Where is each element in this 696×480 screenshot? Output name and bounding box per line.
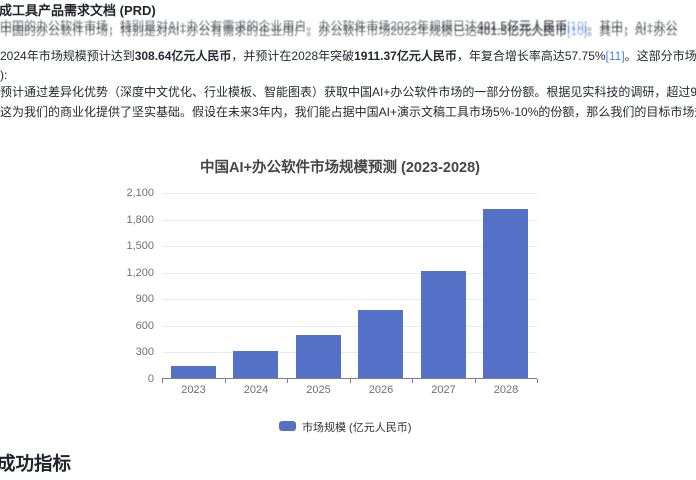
blurred-text-lower: 中国的办公软件市场，特别是对AI+办公有需求的企业用户。办公软件市场2022年规…	[0, 22, 677, 39]
citation-link-11[interactable]: [11]	[605, 49, 625, 63]
gridline	[162, 246, 537, 248]
gridline	[162, 299, 537, 301]
citation-link-10[interactable]: [10]	[567, 24, 588, 38]
x-axis-tick	[412, 379, 413, 383]
legend-label: 市场规模 (亿元人民币)	[302, 422, 412, 434]
paragraph-text: ，并预计在2028年突破	[231, 49, 355, 63]
x-axis-label: 2028	[493, 384, 519, 396]
truncated-line: ):	[0, 68, 8, 82]
paragraph-text: ，年复合增长率高达57.75%	[456, 49, 606, 63]
bar-2023[interactable]	[170, 365, 216, 378]
paragraph-text: 。这部分市场是我们的核心目标	[624, 49, 696, 63]
chart-title: 中国AI+办公软件市场规模预测 (2023-2028)	[200, 160, 480, 176]
x-axis-label: 2026	[368, 384, 394, 396]
target-market-paragraph: 这为我们的商业化提供了坚实基础。假设在未来3年内，我们能占据中国AI+演示文稿工…	[0, 105, 696, 119]
y-axis-label: 300	[135, 346, 154, 359]
x-axis-tick	[474, 379, 476, 383]
x-axis-label: 2023	[181, 384, 206, 396]
bold-text: 1911.37亿元人民币	[354, 49, 457, 63]
y-axis-label: 1,500	[126, 240, 154, 253]
bar-2025[interactable]	[295, 334, 341, 378]
y-axis-label: 900	[135, 293, 154, 306]
gridline	[162, 352, 537, 354]
x-axis-tick	[224, 379, 226, 383]
y-axis-label: 2,100	[126, 187, 154, 199]
bar-2028[interactable]	[483, 208, 529, 378]
y-axis-label: 1,200	[126, 266, 154, 279]
citation-link-10[interactable]: [10]	[567, 19, 588, 33]
chart-plot	[162, 193, 538, 383]
y-axis-label: 0	[147, 373, 154, 385]
bold-text: 308.64亿元人民币	[134, 49, 232, 63]
x-axis-tick	[287, 379, 288, 383]
bar-2024[interactable]	[233, 350, 279, 378]
strategy-paragraph: 预计通过差异化优势（深度中文优化、行业模板、智能图表）获取中国AI+办公软件市场…	[0, 85, 696, 99]
gridline	[162, 219, 537, 221]
x-axis-label: 2024	[243, 384, 269, 396]
bold-text: 401.5亿元人民币	[477, 19, 568, 33]
bold-text: 401.5亿元人民币	[477, 24, 568, 38]
x-axis-label: 2025	[306, 384, 331, 396]
x-axis-line	[162, 378, 537, 379]
legend-marker-icon	[279, 421, 296, 431]
paragraph-text: 中国的办公软件市场，特别是对AI+办公有需求的企业用户。办公软件市场2022年规…	[0, 24, 478, 38]
x-axis-label: 2027	[431, 384, 456, 396]
paragraph-text: 2024年市场规模预计达到	[0, 49, 135, 63]
y-axis-label: 1,800	[126, 213, 154, 226]
x-axis-tick	[537, 379, 538, 383]
market-forecast-chart: 中国AI+办公软件市场规模预测 (2023-2028) 市场规模 (亿元人民币)…	[0, 150, 696, 446]
gridline	[162, 272, 537, 274]
paragraph-text: 。其中，AI+办公	[587, 19, 678, 33]
blurred-paragraph: 中国的办公软件市场，特别是对AI+办公有需求的企业用户。办公软件市场2022年规…	[0, 19, 696, 41]
document-title: 成工具产品需求文档 (PRD)	[0, 3, 156, 18]
section-heading: 成功指标	[0, 453, 72, 474]
bar-2027[interactable]	[420, 270, 466, 378]
paragraph-text: 。其中，AI+办公	[587, 24, 678, 38]
paragraph-text: 这为我们的商业化提供了坚实基础。假设在未来3年内，我们能占据中国AI+演示文稿工…	[0, 105, 696, 119]
market-forecast-paragraph: 2024年市场规模预计达到308.64亿元人民币，并预计在2028年突破1911…	[0, 49, 696, 63]
gridline	[162, 325, 537, 327]
blurred-text-upper: 中国的办公软件市场，特别是对AI+办公有需求的企业用户。办公软件市场2022年规…	[0, 17, 677, 34]
x-axis-tick	[349, 379, 351, 383]
gridline	[162, 193, 537, 194]
bar-2026[interactable]	[358, 309, 404, 378]
paragraph-text: 中国的办公软件市场，特别是对AI+办公有需求的企业用户。办公软件市场2022年规…	[0, 19, 478, 33]
x-axis-tick	[162, 379, 163, 383]
y-axis-label: 600	[135, 319, 154, 332]
